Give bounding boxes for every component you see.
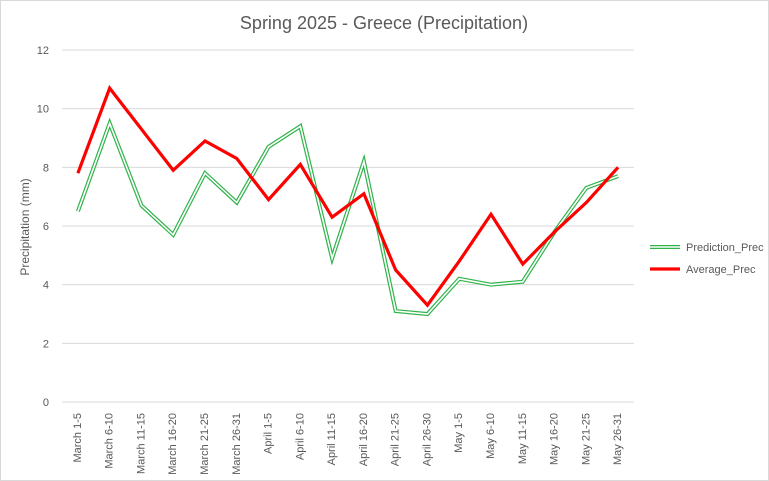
x-tick-label: May 16-20: [549, 413, 561, 465]
x-tick-label: April 21-25: [390, 413, 402, 466]
x-tick-label: March 26-31: [231, 413, 243, 475]
series-lines: [76, 84, 620, 317]
y-tick-label: 4: [43, 280, 49, 292]
x-tick-label: April 6-10: [294, 413, 306, 460]
series-line-prediction-inner: [77, 121, 619, 315]
legend-label-prediction: Prediction_Prec: [686, 242, 764, 254]
x-tick-label: March 21-25: [199, 413, 211, 475]
x-tick-label: March 6-10: [104, 413, 116, 469]
x-tick-label: May 6-10: [485, 413, 497, 459]
x-tick-label: May 11-15: [517, 413, 529, 464]
y-tick-label: 8: [43, 162, 49, 174]
legend: Prediction_Prec Average_Prec: [650, 242, 764, 276]
y-tick-label: 2: [43, 338, 49, 350]
x-tick-label: April 1-5: [263, 413, 275, 454]
y-axis-ticks: 0 2 4 6 8 10 12: [37, 45, 49, 409]
x-axis-ticks: March 1-5 March 6-10 March 11-15 March 16-2…: [72, 413, 624, 475]
chart-title: Spring 2025 - Greece (Precipitation): [240, 13, 528, 33]
x-tick-label: April 16-20: [358, 413, 370, 466]
y-tick-label: 0: [43, 397, 49, 409]
y-tick-label: 6: [43, 221, 49, 233]
x-tick-label: March 1-5: [72, 413, 84, 463]
series-line-average: [76, 84, 620, 308]
x-tick-label: April 26-30: [421, 413, 433, 466]
gridlines: [62, 49, 634, 403]
y-tick-label: 10: [37, 104, 49, 116]
x-tick-label: May 26-31: [612, 413, 624, 465]
legend-label-average: Average_Prec: [686, 264, 756, 276]
x-tick-label: May 21-25: [580, 413, 592, 465]
x-tick-label: May 1-5: [453, 413, 465, 453]
x-tick-label: March 16-20: [167, 413, 179, 475]
y-tick-label: 12: [37, 45, 49, 57]
x-tick-label: April 11-15: [326, 413, 338, 465]
y-axis-label: Precipitation (mm): [18, 178, 32, 275]
x-tick-label: March 11-15: [135, 413, 147, 474]
